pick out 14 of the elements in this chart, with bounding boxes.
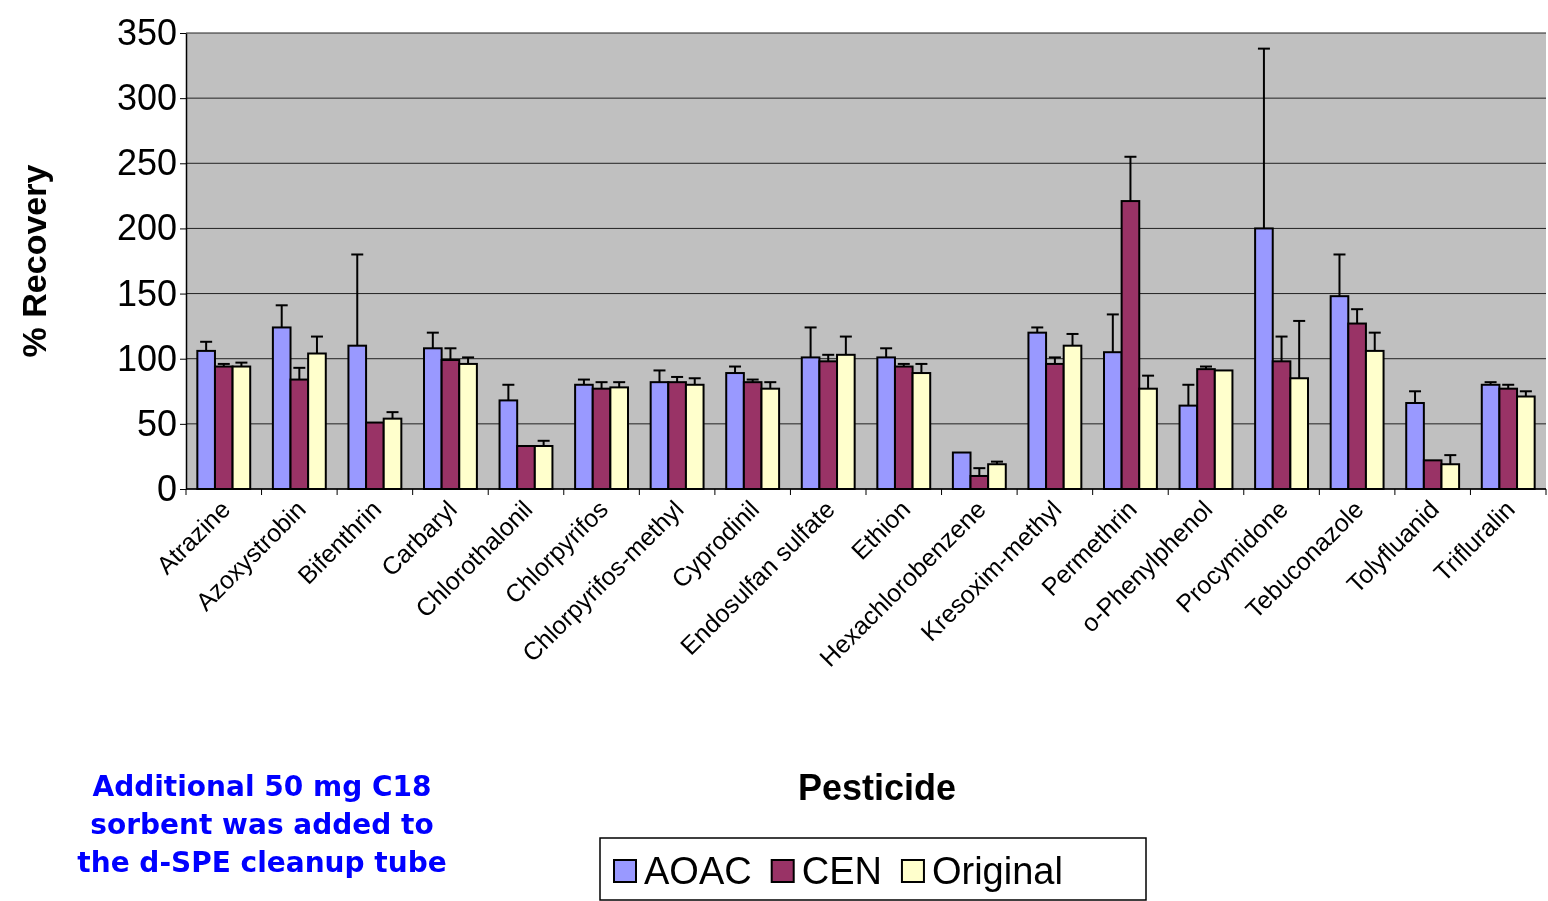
- y-tick-label: 350: [116, 12, 177, 54]
- y-tick-label: 100: [116, 337, 177, 379]
- legend-label: AOAC: [644, 850, 752, 892]
- y-tick-label: 200: [116, 207, 177, 249]
- legend-label: CEN: [801, 850, 882, 892]
- y-tick-label: 150: [116, 272, 177, 314]
- x-axis-title: Pesticide: [797, 767, 957, 808]
- y-tick-label: 250: [116, 142, 177, 184]
- y-tick-label: 50: [136, 402, 177, 444]
- y-tick-label: 0: [156, 468, 177, 510]
- y-tick-label: 300: [116, 77, 177, 119]
- text: Additional 50 mg C18 sorbent was added to the d-SPE cleanup tube: [77, 770, 447, 879]
- y-axis-title: % Recovery: [15, 164, 53, 358]
- legend-label: Original: [931, 850, 1063, 892]
